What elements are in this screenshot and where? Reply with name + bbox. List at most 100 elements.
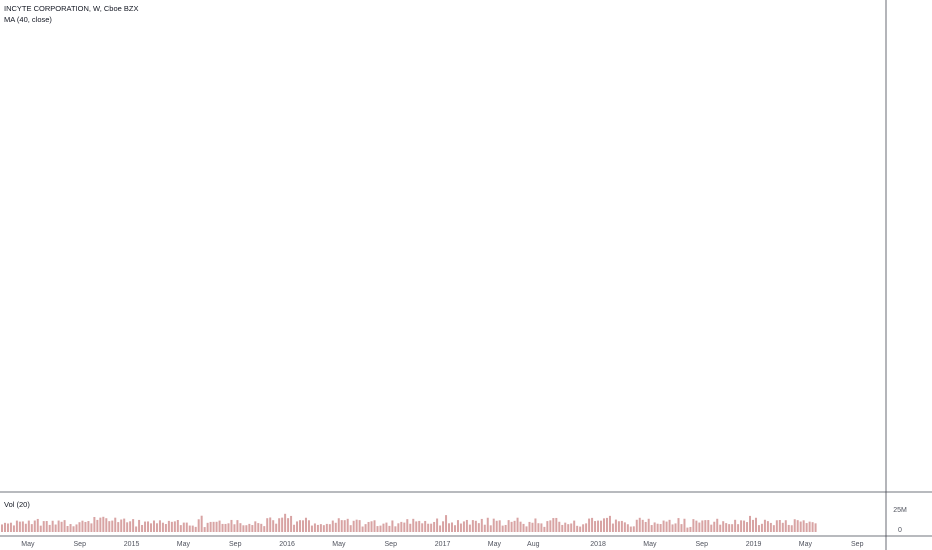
volume-bar <box>451 522 454 532</box>
volume-bar <box>474 520 477 532</box>
volume-bar <box>778 520 781 532</box>
volume-bar <box>373 520 376 532</box>
volume-bar <box>519 521 522 532</box>
x-tick-label: Sep <box>229 541 242 548</box>
volume-bar <box>322 525 325 532</box>
volume-bar <box>647 518 650 532</box>
volume-bar <box>620 520 623 532</box>
volume-bar <box>158 520 161 532</box>
volume-bar <box>743 520 746 532</box>
volume-bar <box>504 524 507 532</box>
volume-bar <box>164 524 167 532</box>
volume-bar <box>206 522 209 532</box>
volume-bar <box>191 525 194 532</box>
volume-bar <box>453 525 456 532</box>
volume-bar <box>212 521 215 532</box>
x-tick-label: 2015 <box>124 541 140 548</box>
volume-bar <box>36 518 39 532</box>
volume-bar <box>182 522 185 532</box>
volume-bar <box>75 524 78 532</box>
volume-bar <box>430 523 433 532</box>
volume-bar <box>126 522 129 532</box>
volume-bar <box>665 521 668 532</box>
volume-bar <box>725 523 728 532</box>
volume-bar <box>319 524 322 532</box>
volume-bar <box>200 515 203 532</box>
volume-bar <box>436 518 439 532</box>
x-tick-label: Sep <box>385 541 398 548</box>
volume-bar <box>558 521 561 532</box>
volume-bar <box>203 527 206 532</box>
volume-bar <box>370 521 373 532</box>
volume-bar <box>415 521 418 532</box>
x-tick-label: 2018 <box>590 541 606 548</box>
volume-bar <box>471 520 474 532</box>
volume-bar <box>701 520 704 532</box>
volume-bar <box>84 521 87 532</box>
volume-bar <box>418 520 421 532</box>
volume-bar <box>754 517 757 532</box>
volume-bar <box>799 521 802 532</box>
volume-bar <box>567 524 570 532</box>
volume-bar <box>704 520 707 532</box>
volume-bar <box>173 521 176 532</box>
volume-bar <box>680 524 683 532</box>
volume-bar <box>522 523 525 532</box>
volume-bar <box>185 522 188 532</box>
volume-bar <box>6 523 9 532</box>
volume-bar <box>18 521 21 532</box>
volume-bar <box>296 521 299 532</box>
volume-bar <box>751 519 754 532</box>
volume-bar <box>24 523 27 532</box>
volume-bar <box>543 526 546 532</box>
volume-bar <box>394 526 397 532</box>
volume-bars <box>1 513 817 532</box>
volume-bar <box>242 525 245 532</box>
indicator-label: MA (40, close) <box>4 15 52 24</box>
volume-bar <box>400 521 403 532</box>
volume-bar <box>21 521 24 532</box>
volume-bar <box>275 523 278 532</box>
volume-bar <box>278 518 281 532</box>
volume-bar <box>108 521 111 532</box>
volume-bar <box>150 523 153 532</box>
volume-bar <box>358 520 361 532</box>
x-tick-label: Sep <box>851 541 864 548</box>
volume-bar <box>638 517 641 532</box>
volume-bar <box>144 521 147 532</box>
volume-bar <box>591 517 594 532</box>
volume-bar <box>653 522 656 532</box>
volume-tick-label: 25M <box>893 507 907 514</box>
volume-bar <box>749 515 752 532</box>
volume-bar <box>531 522 534 532</box>
volume-bar <box>179 525 182 532</box>
volume-bar <box>346 518 349 532</box>
volume-bar <box>51 520 54 532</box>
volume-bar <box>796 520 799 532</box>
volume-bar <box>1 524 3 532</box>
volume-bar <box>671 524 674 532</box>
volume-bar <box>69 524 72 532</box>
volume-bar <box>662 520 665 532</box>
volume-bar <box>257 523 260 532</box>
volume-bar <box>611 523 614 532</box>
volume-bar <box>546 521 549 532</box>
x-tick-label: May <box>177 541 191 548</box>
volume-bar <box>379 525 382 532</box>
volume-bar <box>251 525 254 532</box>
volume-bar <box>719 524 722 532</box>
volume-bar <box>337 518 340 532</box>
volume-bar <box>448 523 451 532</box>
volume-bar <box>105 518 108 532</box>
volume-bar <box>299 520 302 532</box>
volume-bar <box>582 524 585 532</box>
volume-bar <box>269 517 272 532</box>
volume-bar <box>477 523 480 532</box>
volume-bar <box>462 521 465 532</box>
volume-bar <box>766 521 769 532</box>
volume-bar <box>176 520 179 532</box>
volume-tick-label: 0 <box>898 527 902 534</box>
x-tick-label: Sep <box>74 541 87 548</box>
